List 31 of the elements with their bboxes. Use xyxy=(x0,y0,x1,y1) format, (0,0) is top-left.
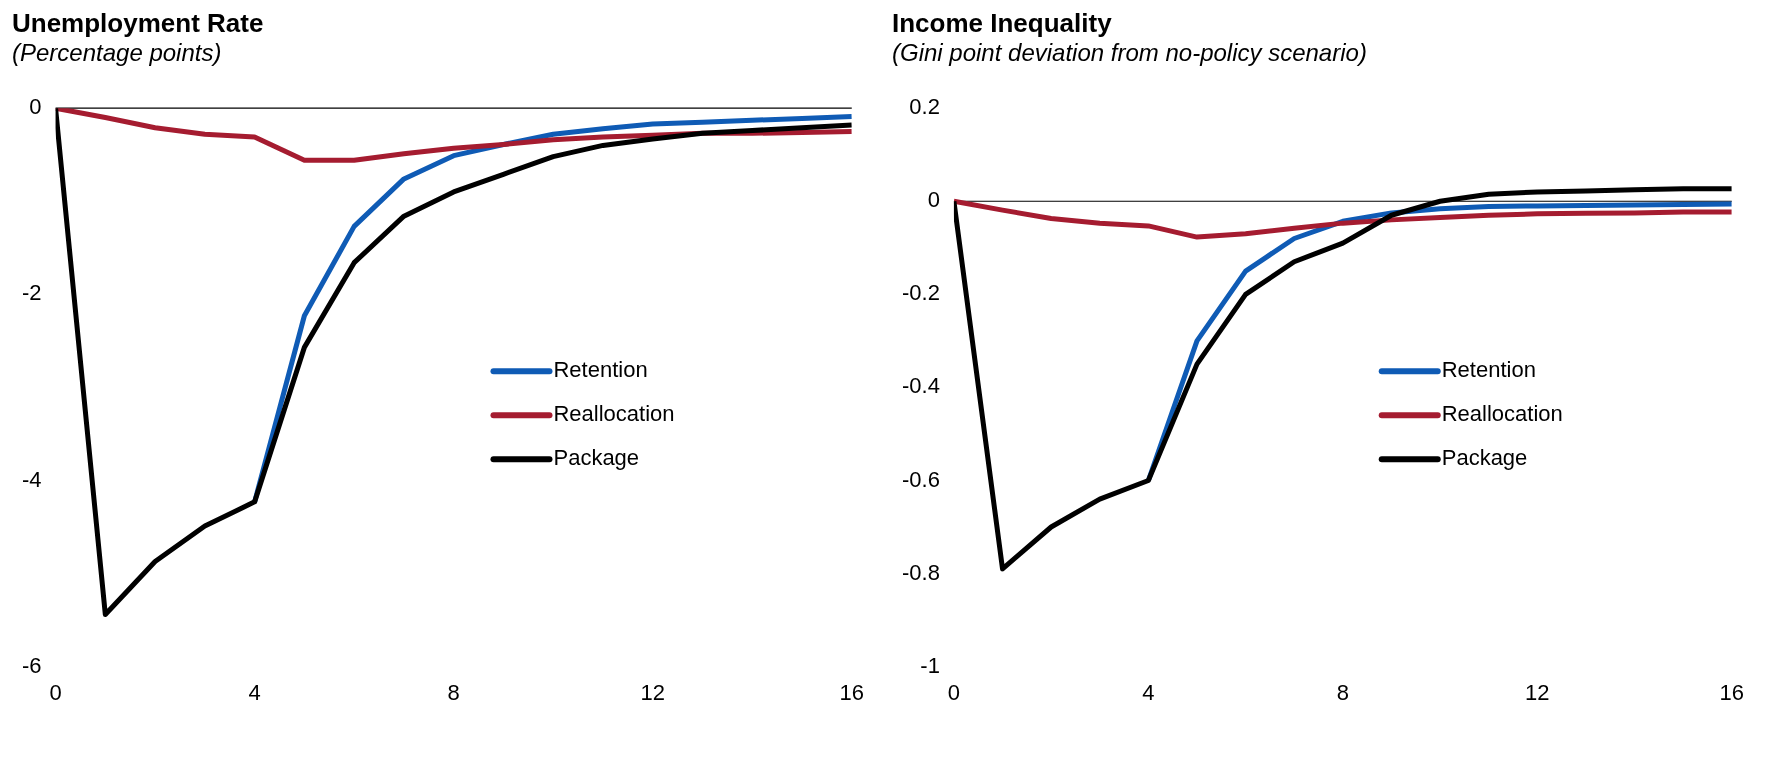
x-tick-label: 4 xyxy=(248,679,261,705)
legend-label: Retention xyxy=(1441,357,1536,383)
x-tick-label: 12 xyxy=(640,679,665,705)
chart-title: Unemployment Rate xyxy=(12,8,265,39)
x-tick-label: 12 xyxy=(1525,679,1550,705)
x-tick-label: 8 xyxy=(447,679,460,705)
legend-label: Reallocation xyxy=(1441,401,1563,427)
y-tick-label: -0.4 xyxy=(901,373,940,399)
x-tick-label: 0 xyxy=(49,679,62,705)
x-tick-label: 8 xyxy=(1336,679,1349,705)
y-tick-label: -1 xyxy=(920,652,940,678)
y-tick-label: -0.6 xyxy=(901,466,940,492)
chart-title: Income Inequality xyxy=(892,8,1113,39)
chart-subtitle: (Gini point deviation from no-policy scenario) xyxy=(892,39,1368,67)
y-tick-label: -6 xyxy=(22,652,42,678)
legend-label: Reallocation xyxy=(553,401,675,427)
x-tick-label: 4 xyxy=(1142,679,1155,705)
x-tick-label: 0 xyxy=(947,679,961,705)
legend-label: Package xyxy=(553,445,640,471)
x-tick-label: 16 xyxy=(839,679,865,705)
chart-subtitle: (Percentage points) xyxy=(12,39,223,67)
y-tick-label: -4 xyxy=(22,466,42,492)
y-tick-label: -0.2 xyxy=(901,280,940,306)
y-tick-label: -2 xyxy=(22,280,42,306)
y-tick-label: 0 xyxy=(927,187,940,213)
x-tick-label: 16 xyxy=(1719,679,1745,705)
y-tick-label: 0.2 xyxy=(909,94,940,120)
legend-label: Package xyxy=(1441,445,1528,471)
legend-label: Retention xyxy=(553,357,648,383)
y-tick-label: -0.8 xyxy=(901,559,940,585)
y-tick-label: 0 xyxy=(29,94,42,120)
